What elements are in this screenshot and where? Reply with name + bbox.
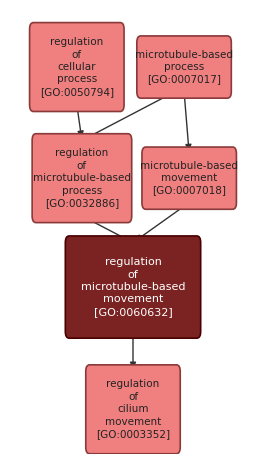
Text: microtubule-based
movement
[GO:0007018]: microtubule-based movement [GO:0007018] (140, 161, 238, 195)
Text: regulation
of
cilium
movement
[GO:0003352]: regulation of cilium movement [GO:000335… (96, 380, 170, 439)
FancyBboxPatch shape (65, 236, 201, 338)
FancyBboxPatch shape (142, 147, 236, 209)
Text: regulation
of
microtubule-based
process
[GO:0032886]: regulation of microtubule-based process … (33, 148, 131, 208)
FancyBboxPatch shape (86, 365, 180, 454)
FancyBboxPatch shape (137, 36, 231, 98)
FancyBboxPatch shape (30, 23, 124, 112)
Text: regulation
of
microtubule-based
movement
[GO:0060632]: regulation of microtubule-based movement… (81, 257, 185, 317)
Text: regulation
of
cellular
process
[GO:0050794]: regulation of cellular process [GO:00507… (40, 37, 114, 97)
FancyBboxPatch shape (32, 134, 132, 223)
Text: microtubule-based
process
[GO:0007017]: microtubule-based process [GO:0007017] (135, 50, 233, 84)
